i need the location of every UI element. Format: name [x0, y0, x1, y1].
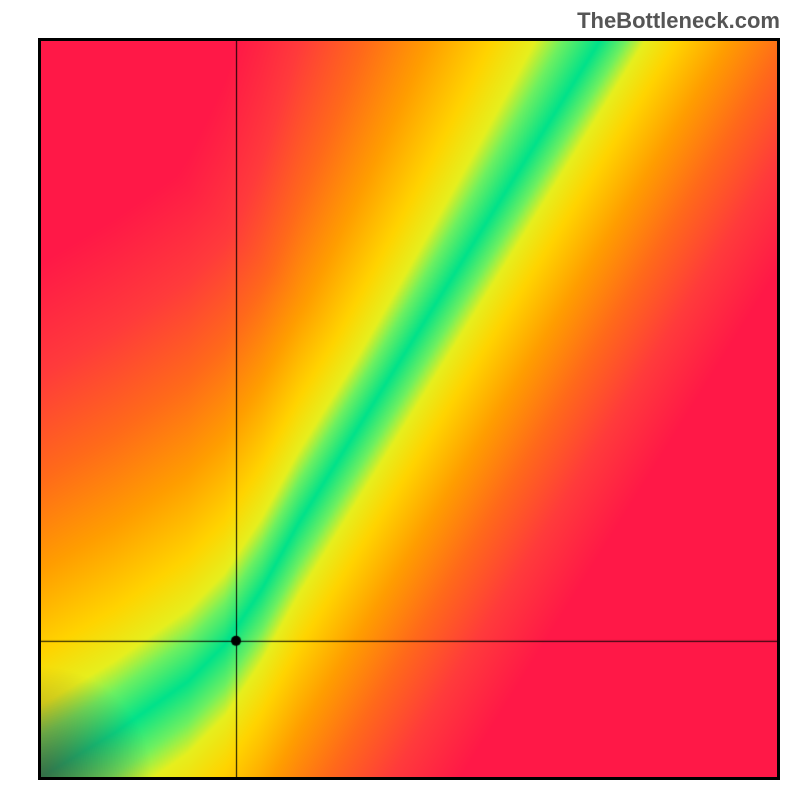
heatmap-canvas — [41, 41, 777, 777]
plot-area — [38, 38, 780, 780]
watermark-text: TheBottleneck.com — [577, 8, 780, 34]
chart-container: TheBottleneck.com — [0, 0, 800, 800]
